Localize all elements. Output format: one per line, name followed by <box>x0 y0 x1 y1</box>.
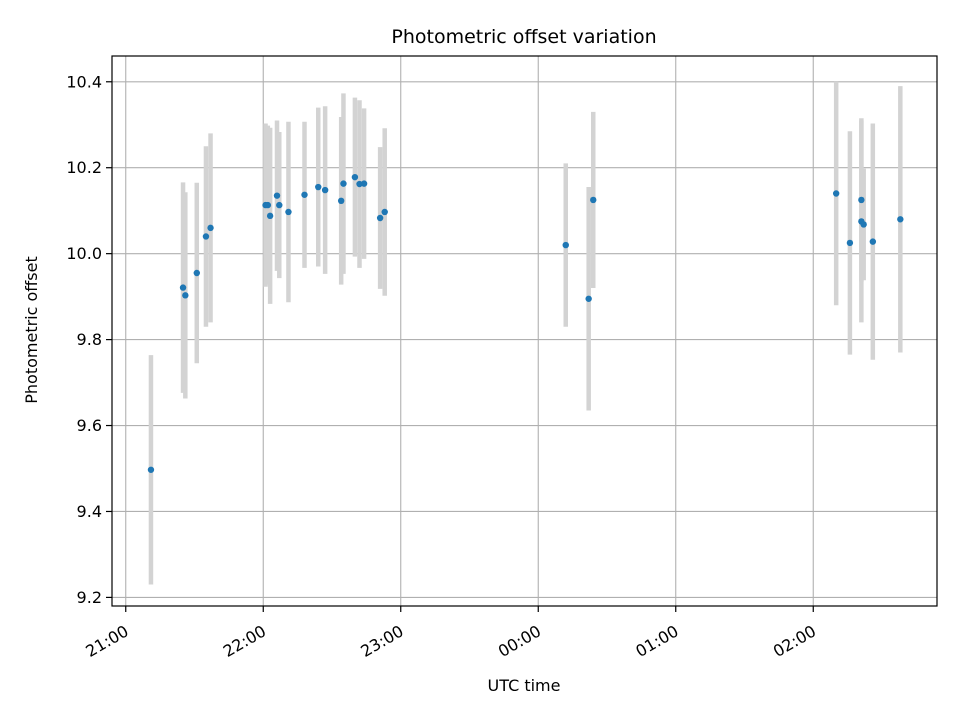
y-tick-label: 9.8 <box>77 330 102 349</box>
y-tick-label: 9.2 <box>77 588 102 607</box>
data-point <box>562 241 569 249</box>
data-point <box>846 239 854 247</box>
plot-frame <box>111 55 938 607</box>
data-point <box>276 201 283 209</box>
data-point <box>858 196 865 204</box>
data-point <box>207 224 214 232</box>
chart-title: Photometric offset variation <box>391 26 656 48</box>
data-point <box>590 196 597 204</box>
data-point <box>179 284 187 291</box>
data-point <box>356 180 363 188</box>
data-point <box>264 201 272 209</box>
data-points <box>147 173 904 473</box>
data-point <box>337 197 345 205</box>
data-point <box>832 190 840 197</box>
y-axis-label: Photometric offset <box>22 256 41 404</box>
data-point <box>860 221 867 228</box>
x-axis-label: UTC time <box>488 676 561 695</box>
y-tick-label: 10.4 <box>66 72 102 91</box>
y-tick-label: 9.4 <box>77 502 102 521</box>
data-point <box>193 269 200 277</box>
data-point <box>360 180 368 187</box>
data-point <box>351 173 359 181</box>
y-tick-label: 10.2 <box>66 158 102 177</box>
y-axis-ticks: 9.2 9.4 9.6 9.8 10.0 10.2 10.4 <box>66 72 112 607</box>
data-point <box>266 212 274 220</box>
data-point <box>869 238 877 245</box>
data-point <box>147 466 155 473</box>
data-point <box>315 183 322 191</box>
data-point <box>381 208 388 216</box>
data-point <box>321 186 329 194</box>
data-point <box>285 208 292 216</box>
data-point <box>182 292 189 299</box>
data-point <box>202 233 210 240</box>
y-tick-label: 9.6 <box>77 416 102 435</box>
data-point <box>376 214 384 222</box>
data-point <box>340 180 347 187</box>
y-tick-label: 10.0 <box>66 244 102 263</box>
data-point <box>301 191 308 198</box>
data-point <box>273 192 281 199</box>
grid <box>112 56 937 606</box>
data-point <box>585 295 592 302</box>
data-point <box>897 216 904 223</box>
